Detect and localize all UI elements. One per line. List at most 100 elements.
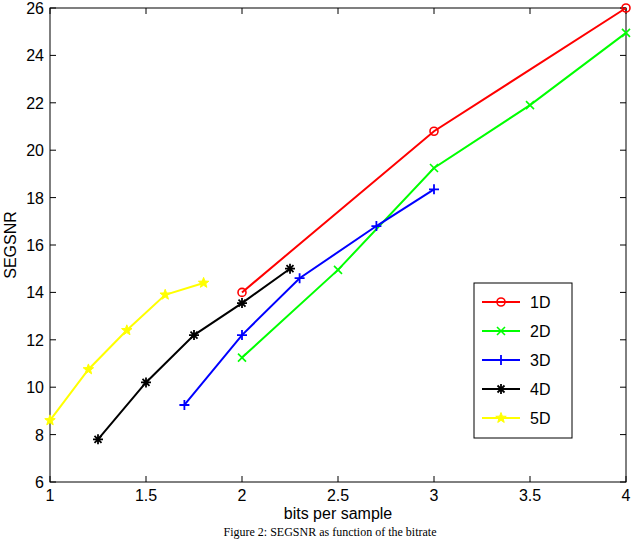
y-tick-right (620, 387, 626, 388)
marker (189, 330, 199, 340)
x-tick-top (530, 8, 531, 14)
y-tick-right (620, 55, 626, 56)
series-line (242, 8, 626, 292)
marker (285, 264, 295, 274)
marker (622, 29, 630, 37)
x-tick-label: 2.5 (327, 487, 349, 504)
marker (430, 164, 438, 172)
marker-part (496, 355, 506, 365)
marker (198, 277, 208, 287)
legend-marker (496, 413, 506, 423)
marker (238, 354, 246, 362)
legend-label: 3D (530, 352, 550, 369)
x-tick-label: 4 (622, 487, 631, 504)
y-tick-right (620, 197, 626, 198)
marker-part (238, 288, 246, 296)
x-axis-label: bits per sample (284, 505, 393, 522)
marker-part (93, 434, 103, 444)
marker (83, 364, 93, 374)
legend-swatch (482, 301, 520, 303)
plot-area (45, 4, 630, 444)
legend-marker (497, 327, 505, 335)
y-tick (50, 292, 56, 293)
marker (160, 289, 170, 299)
marker-part (622, 4, 630, 12)
y-tick-right (620, 292, 626, 293)
marker-part (198, 277, 208, 287)
x-tick-top (242, 8, 243, 14)
x-tick-label: 3.5 (519, 487, 541, 504)
x-tick-top (146, 8, 147, 14)
legend-label: 4D (530, 381, 550, 398)
marker-part (285, 264, 295, 274)
marker-part (496, 413, 506, 423)
x-tick-top (338, 8, 339, 14)
marker (295, 273, 305, 283)
marker-part (238, 354, 246, 362)
series-line (50, 283, 204, 420)
marker (430, 127, 438, 135)
marker (179, 400, 189, 410)
x-tick (338, 476, 339, 482)
legend-box (474, 283, 572, 438)
marker (334, 266, 342, 274)
y-tick (50, 245, 56, 246)
legend-marker (497, 298, 505, 306)
legend-label: 2D (530, 323, 550, 340)
marker (526, 101, 534, 109)
marker (45, 415, 55, 425)
marker-part (430, 164, 438, 172)
y-tick-label: 6 (35, 474, 44, 491)
marker-part (334, 266, 342, 274)
y-tick (50, 55, 56, 56)
y-tick-label: 10 (26, 379, 44, 396)
y-tick-label: 16 (26, 237, 44, 254)
x-tick (146, 476, 147, 482)
marker-part (295, 273, 305, 283)
marker (141, 377, 151, 387)
marker-part (622, 29, 630, 37)
y-tick-label: 14 (26, 284, 44, 301)
marker-part (496, 384, 506, 394)
y-tick (50, 102, 56, 103)
marker-part (237, 330, 247, 340)
marker (237, 298, 247, 308)
x-tick (242, 476, 243, 482)
legend: 1D2D3D4D5D (474, 283, 572, 438)
y-tick-right (620, 102, 626, 103)
y-tick-label: 26 (26, 0, 44, 17)
x-tick (530, 476, 531, 482)
series-line (184, 189, 434, 405)
x-tick-top (434, 8, 435, 14)
marker-part (189, 330, 199, 340)
x-tick-label: 1.5 (135, 487, 157, 504)
marker-part (160, 289, 170, 299)
x-tick-label: 3 (430, 487, 439, 504)
marker (371, 221, 381, 231)
marker (122, 325, 132, 335)
y-tick-label: 24 (26, 47, 44, 64)
marker-part (237, 298, 247, 308)
marker (93, 434, 103, 444)
legend-label: 1D (530, 294, 550, 311)
marker-part (497, 298, 505, 306)
x-tick-label: 1 (46, 487, 55, 504)
y-tick (50, 150, 56, 151)
y-tick-label: 18 (26, 190, 44, 207)
chart: 11.522.533.5468101214161820222426bits pe… (0, 0, 640, 542)
y-tick-right (620, 339, 626, 340)
x-tick (434, 476, 435, 482)
marker-part (45, 415, 55, 425)
marker (237, 330, 247, 340)
y-tick-label: 12 (26, 332, 44, 349)
series-line (98, 269, 290, 440)
marker (429, 184, 439, 194)
y-axis-label: SEGSNR (2, 211, 19, 279)
marker-part (497, 327, 505, 335)
marker-part (371, 221, 381, 231)
marker-part (122, 325, 132, 335)
marker (622, 4, 630, 12)
marker (238, 288, 246, 296)
x-tick-label: 2 (238, 487, 247, 504)
plot-frame (50, 8, 626, 482)
